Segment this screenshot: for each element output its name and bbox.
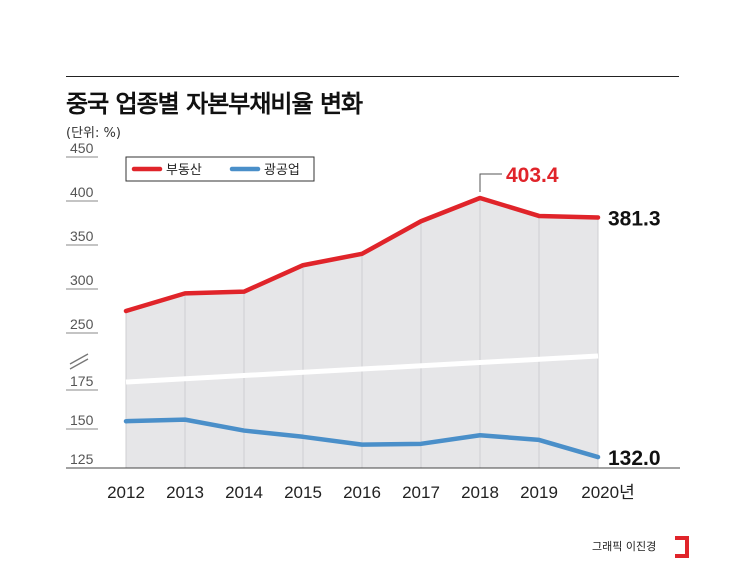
x-tick-label: 2012 [107,483,145,502]
logo-icon [675,536,689,558]
y-tick-label: 350 [70,228,94,244]
series-lines [123,195,601,460]
legend-label: 부동산 [166,163,202,178]
y-tick-label: 300 [70,272,94,288]
axis-break-band [125,353,599,385]
peak-value-label: 403.4 [506,164,559,187]
plot-background [125,198,599,468]
x-tick-label: 2020년 [581,483,634,502]
y-tick-label: 125 [70,451,94,467]
axis-break-slash [69,358,89,370]
series-line [123,417,601,460]
legend: 부동산 광공업 [125,156,315,182]
end-value-label: 381.3 [608,207,661,230]
x-tick-label: 2015 [284,483,322,502]
x-tick-label: 2018 [461,483,499,502]
graphic-credit: 그래픽 이진경 [592,540,657,553]
unit-label: (단위: %) [66,126,121,141]
end-value-label: 132.0 [608,447,661,470]
annotations: 403.4 381.3 132.0 [479,164,661,470]
y-tick-label: 400 [70,184,94,200]
y-tick-label: 150 [70,412,94,428]
y-tick-label: 175 [70,373,94,389]
y-axis-ticks: 250 300 350 400 450 125 150 175 [66,140,98,469]
legend-label: 광공업 [264,163,300,178]
x-axis-ticks: 2012 2013 2014 2015 2016 2017 2018 2019 2020년 [66,467,680,502]
callout-leader [479,173,502,193]
axis-break-mark [69,353,89,370]
y-tick-label: 250 [70,316,94,332]
x-tick-label: 2017 [402,483,440,502]
x-tick-label: 2014 [225,483,263,502]
chart-title: 중국 업종별 자본부채비율 변화 [66,90,363,118]
x-tick-label: 2016 [343,483,381,502]
series-line [123,195,601,314]
y-tick-label: 450 [70,140,94,156]
title-rule [66,76,679,77]
x-tick-label: 2013 [166,483,204,502]
axis-break-slash [69,353,89,365]
x-tick-label: 2019 [520,483,558,502]
